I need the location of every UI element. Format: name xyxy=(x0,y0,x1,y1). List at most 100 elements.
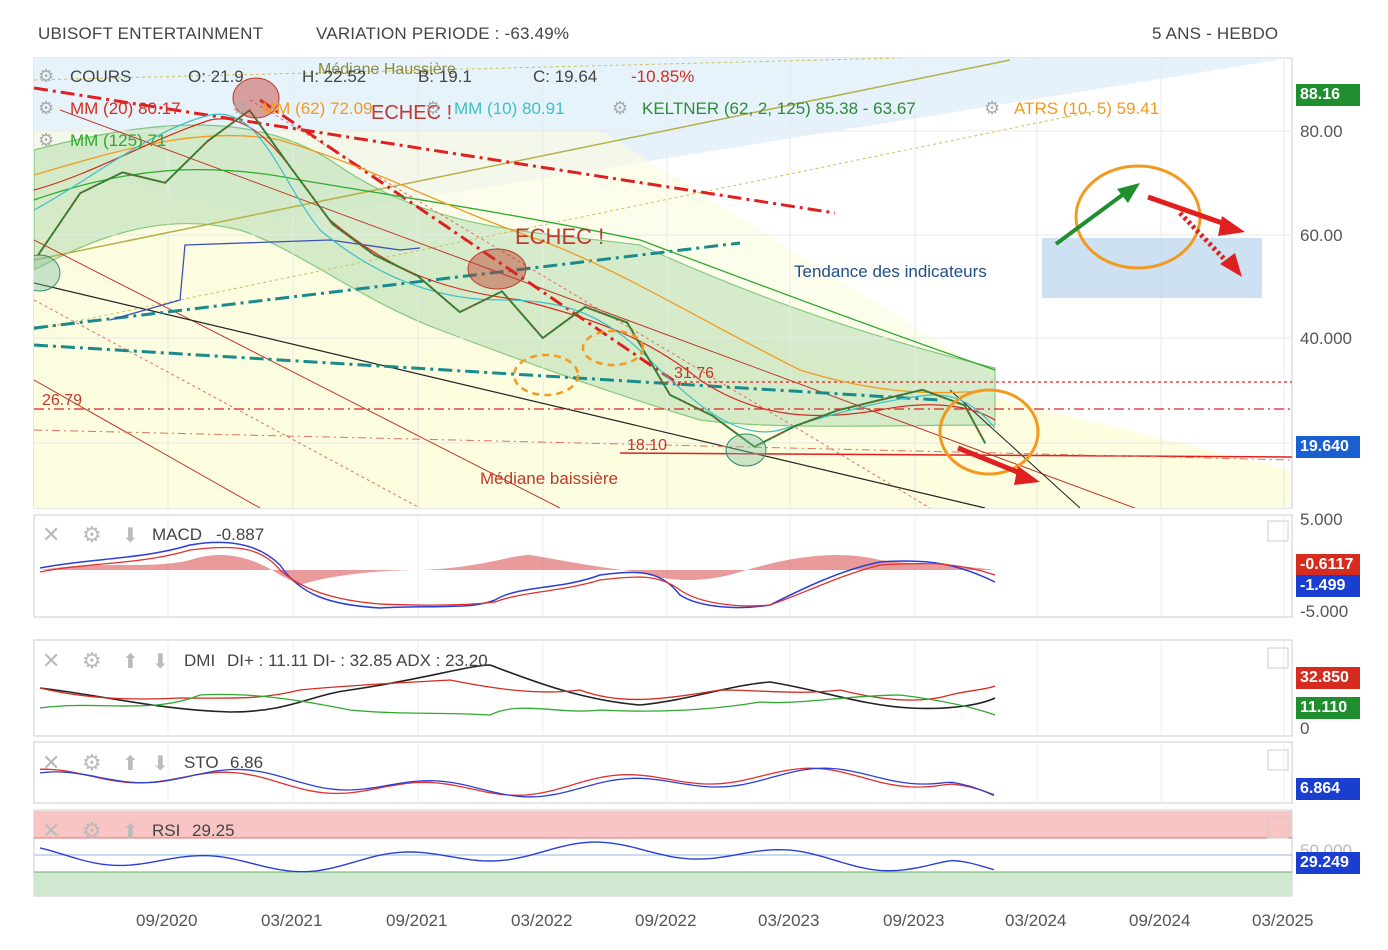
dmi-value: DI+ : 11.11 DI- : 32.85 ADX : 23.20 xyxy=(227,651,488,670)
arrow-up-icon[interactable]: ⬆ xyxy=(122,821,139,843)
legend-high: H: 22.52 xyxy=(302,67,366,86)
legend-open: O: 21.9 xyxy=(188,67,244,86)
x-tick-label: 03/2025 xyxy=(1252,911,1313,930)
dmi-checkbox[interactable] xyxy=(1267,647,1289,669)
legend-low: B: 19.1 xyxy=(418,67,472,86)
gear-icon[interactable]: ⚙ xyxy=(82,522,102,547)
price-last-badge: 19.640 xyxy=(1296,436,1360,458)
dmi-panel-bg xyxy=(33,639,1293,737)
close-icon[interactable]: ✕ xyxy=(42,818,60,843)
arrow-down-icon[interactable]: ⬇ xyxy=(152,651,169,673)
current-zone-circle xyxy=(938,388,1040,476)
bullish-channel-top xyxy=(34,59,1011,261)
teal-trendline-1 xyxy=(34,241,741,330)
red-trendline-1 xyxy=(34,86,836,215)
legend-close: C: 19.64 xyxy=(533,67,597,86)
mm20-line xyxy=(34,118,996,421)
tendance-label: Tendance des indicateurs xyxy=(794,262,987,281)
mm62-line xyxy=(34,134,996,394)
dmi-plus-badge: 11.110 xyxy=(1296,697,1360,719)
macd-value: -0.887 xyxy=(216,525,264,544)
x-tick-label: 09/2021 xyxy=(386,911,447,930)
up-arrow-head xyxy=(1117,183,1140,203)
red-trendline-2 xyxy=(259,98,681,387)
atrs-line xyxy=(109,239,421,321)
arrow-down-icon[interactable]: ⬇ xyxy=(122,525,139,547)
level-1810-line xyxy=(619,452,1292,458)
bearish-arrow xyxy=(957,445,1026,478)
gear-icon[interactable]: ⚙ xyxy=(82,648,102,673)
x-tick-label: 09/2023 xyxy=(883,911,944,930)
close-icon[interactable]: ✕ xyxy=(42,750,60,775)
arrow-up-icon[interactable]: ⬆ xyxy=(122,753,139,775)
gear-icon[interactable]: ⚙ xyxy=(38,130,54,150)
dashed-circle-1 xyxy=(512,353,580,397)
mm125-line xyxy=(34,168,996,371)
support-circle-1 xyxy=(34,254,61,292)
rsi-badge: 29.249 xyxy=(1296,852,1360,874)
legend-atrs: ATRS (10, 5) 59.41 xyxy=(1014,99,1159,118)
x-tick-label: 03/2024 xyxy=(1005,911,1066,930)
macd-signal-badge: -0.6117 xyxy=(1296,554,1360,576)
instrument-title: UBISOFT ENTERTAINMENT xyxy=(38,24,264,43)
support-circle-2 xyxy=(725,433,767,467)
support-line xyxy=(34,282,986,508)
axis-label-40: 40.000 xyxy=(1300,329,1352,348)
rsi-overbought-zone xyxy=(34,811,1292,838)
axis-label-80: 80.00 xyxy=(1300,122,1343,141)
x-tick-label: 03/2022 xyxy=(511,911,572,930)
sto-line xyxy=(39,767,995,798)
rsi-oversold-zone xyxy=(34,872,1292,896)
echec-circle-1 xyxy=(232,77,280,119)
gear-icon[interactable]: ⚙ xyxy=(612,98,628,118)
teal-trendline-2 xyxy=(34,343,941,402)
rsi-line xyxy=(39,841,995,873)
x-tick-label: 09/2022 xyxy=(635,911,696,930)
price-series-overlay xyxy=(37,109,986,448)
macd-axis-top: 5.000 xyxy=(1300,510,1343,529)
gear-icon[interactable]: ⚙ xyxy=(425,98,441,118)
dashed-circle-2 xyxy=(581,329,645,367)
level-2679-label: 26.79 xyxy=(42,392,82,409)
macd-axis-bottom: -5.000 xyxy=(1300,602,1348,621)
sto-value: 6.86 xyxy=(230,753,263,772)
gear-icon[interactable]: ⚙ xyxy=(38,66,54,86)
rsi-label: RSI xyxy=(152,821,180,840)
rsi-value: 29.25 xyxy=(192,821,235,840)
x-axis: 09/2020 03/2021 09/2021 03/2022 09/2022 03/20… xyxy=(136,911,1313,930)
legend-mm62: MM (62) 72.09 xyxy=(262,99,373,118)
legend-keltner: KELTNER (62, 2, 125) 85.38 - 63.67 xyxy=(642,99,916,118)
x-tick-label: 09/2020 xyxy=(136,911,197,930)
rsi-checkbox[interactable] xyxy=(1267,817,1289,839)
price-high-badge: 88.16 xyxy=(1296,84,1360,106)
close-icon[interactable]: ✕ xyxy=(42,648,60,673)
legend-change: -10.85% xyxy=(631,67,694,86)
macd-label: MACD xyxy=(152,525,202,544)
legend-mm125: MM (125) 71 xyxy=(70,131,166,150)
close-icon[interactable]: ✕ xyxy=(42,522,60,547)
macd-line xyxy=(39,541,996,609)
dmi-label: DMI xyxy=(184,651,215,670)
legend-cours: COURS xyxy=(70,67,131,86)
mm10-line xyxy=(34,113,996,433)
dmi-plus-line xyxy=(39,693,996,716)
sto-checkbox[interactable] xyxy=(1267,749,1289,771)
gear-icon[interactable]: ⚙ xyxy=(38,98,54,118)
gear-icon[interactable]: ⚙ xyxy=(984,98,1000,118)
echec-label-1: ECHEC ! xyxy=(371,102,452,124)
x-tick-label: 03/2021 xyxy=(261,911,322,930)
sto-panel-bg xyxy=(33,741,1293,804)
mediane-baissiere-label: Médiane baissière xyxy=(480,469,618,488)
gear-icon[interactable]: ⚙ xyxy=(232,98,248,118)
gear-icon[interactable]: ⚙ xyxy=(82,818,102,843)
echec-circle-2 xyxy=(467,248,527,290)
macd-histogram xyxy=(40,555,995,585)
legend-mm10: MM (10) 80.91 xyxy=(454,99,565,118)
mediane-haussiere-label: Médiane Haussière xyxy=(318,61,456,78)
macd-checkbox[interactable] xyxy=(1267,520,1289,542)
arrow-down-icon[interactable]: ⬇ xyxy=(152,753,169,775)
gear-icon[interactable]: ⚙ xyxy=(82,750,102,775)
arrow-up-icon[interactable]: ⬆ xyxy=(122,651,139,673)
macd-value-badge: -1.499 xyxy=(1296,575,1360,597)
